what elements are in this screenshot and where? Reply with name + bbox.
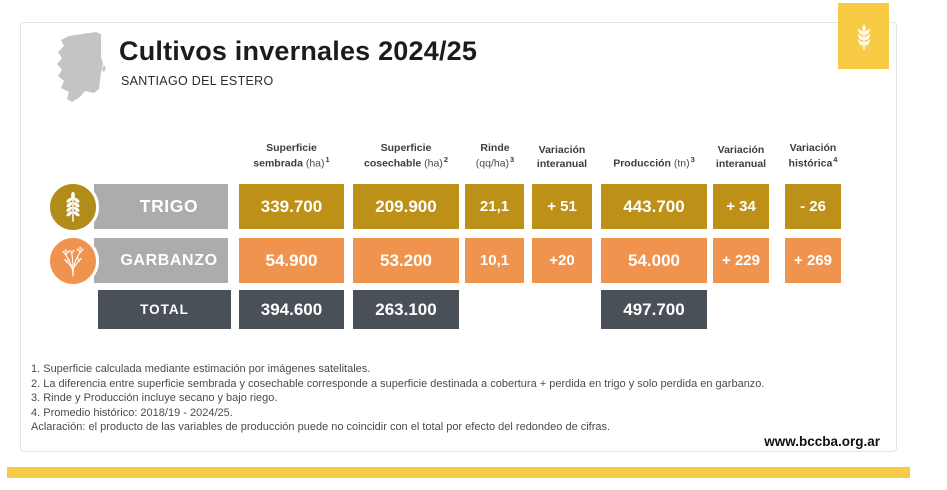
column-header-superficie-cosechable: Superficie cosechable (ha)2 xyxy=(364,141,448,170)
chickpea-plant-glyph xyxy=(62,246,84,277)
chickpea-icon xyxy=(47,235,99,287)
cell-garbanzo-produccion: 54.000 xyxy=(601,238,707,283)
row-label-garbanzo: GARBANZO xyxy=(94,238,228,283)
cell-garbanzo-variacion-interanual-produccion: + 229 xyxy=(713,238,769,283)
cell-garbanzo-rinde: 10,1 xyxy=(465,238,524,283)
wheat-icon xyxy=(47,181,99,233)
column-header-superficie-sembrada: Superficie sembrada (ha)1 xyxy=(253,141,330,170)
wheat-icon xyxy=(857,24,870,51)
row-label-trigo: TRIGO xyxy=(94,184,228,229)
cell-total-superficie-cosechable: 263.100 xyxy=(353,290,459,329)
cell-trigo-variacion-interanual-produccion: + 34 xyxy=(713,184,769,229)
cell-trigo-variacion-interanual: + 51 xyxy=(532,184,592,229)
cell-trigo-variacion-historica: - 26 xyxy=(785,184,841,229)
cell-garbanzo-variacion-historica: + 269 xyxy=(785,238,841,283)
footnote-aclaracion: Aclaración: el producto de las variables… xyxy=(31,421,611,433)
cell-garbanzo-superficie-sembrada: 54.900 xyxy=(239,238,344,283)
wheat-spike-glyph xyxy=(66,191,80,222)
footnote-4: 4. Promedio histórico: 2018/19 - 2024/25… xyxy=(31,406,233,419)
footnote-3: 3. Rinde y Producción incluye secano y b… xyxy=(31,392,278,404)
report-card: Cultivos invernales 2024/25 SANTIAGO DEL… xyxy=(20,22,897,452)
cell-total-produccion: 497.700 xyxy=(601,290,707,329)
cell-garbanzo-variacion-interanual: +20 xyxy=(532,238,592,283)
column-header-variacion-historica: Variación histórica4 xyxy=(788,141,838,170)
page-subtitle: SANTIAGO DEL ESTERO xyxy=(121,74,274,88)
cell-garbanzo-superficie-cosechable: 53.200 xyxy=(353,238,459,283)
website-url: www.bccba.org.ar xyxy=(764,434,880,449)
column-header-variacion-interanual-produccion: Variación interanual xyxy=(715,144,767,170)
cell-trigo-rinde: 21,1 xyxy=(465,184,524,229)
cell-trigo-superficie-cosechable: 209.900 xyxy=(353,184,459,229)
bottom-accent-bar xyxy=(7,467,910,478)
page-title: Cultivos invernales 2024/25 xyxy=(119,36,478,66)
santiago-del-estero-map-icon xyxy=(57,32,106,102)
column-header-produccion: Producción (tn)3 xyxy=(613,155,695,170)
cell-total-superficie-sembrada: 394.600 xyxy=(239,290,344,329)
column-header-variacion-interanual-rinde: Variación interanual xyxy=(536,144,588,170)
row-label-total: TOTAL xyxy=(98,290,231,329)
footnote-2: 2. La diferencia entre superficie sembra… xyxy=(31,377,765,390)
footnote-1: 1. Superficie calculada mediante estimac… xyxy=(31,363,371,375)
column-header-rinde: Rinde (qq/ha)3 xyxy=(475,141,515,170)
wheat-logo-badge xyxy=(838,3,889,69)
footnotes: 1. Superficie calculada mediante estimac… xyxy=(31,362,891,435)
cell-trigo-superficie-sembrada: 339.700 xyxy=(239,184,344,229)
cell-trigo-produccion: 443.700 xyxy=(601,184,707,229)
